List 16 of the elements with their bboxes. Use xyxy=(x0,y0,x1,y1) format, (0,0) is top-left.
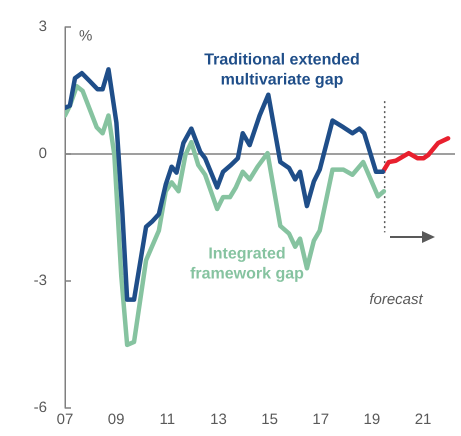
annotation: forecast xyxy=(369,291,424,308)
x-tick-label: 09 xyxy=(108,411,124,428)
x-tick-label: 11 xyxy=(160,411,176,428)
y-tick-label: -3 xyxy=(34,272,47,290)
y-tick-label: -6 xyxy=(34,399,47,416)
x-tick-label: 17 xyxy=(312,411,330,428)
series-label: Traditional extended multivariate gap xyxy=(204,51,360,88)
x-tick-label: 07 xyxy=(56,411,74,428)
x-tick-label: 19 xyxy=(364,411,380,428)
x-tick-label: 21 xyxy=(414,411,432,428)
y-tick-label: 0 xyxy=(38,145,47,162)
y-axis-title: % xyxy=(79,28,92,45)
x-tick-label: 15 xyxy=(261,411,278,428)
series-label: Integrated framework gap xyxy=(190,245,304,282)
x-tick-label: 13 xyxy=(210,411,227,428)
y-tick-label: 3 xyxy=(38,18,47,36)
